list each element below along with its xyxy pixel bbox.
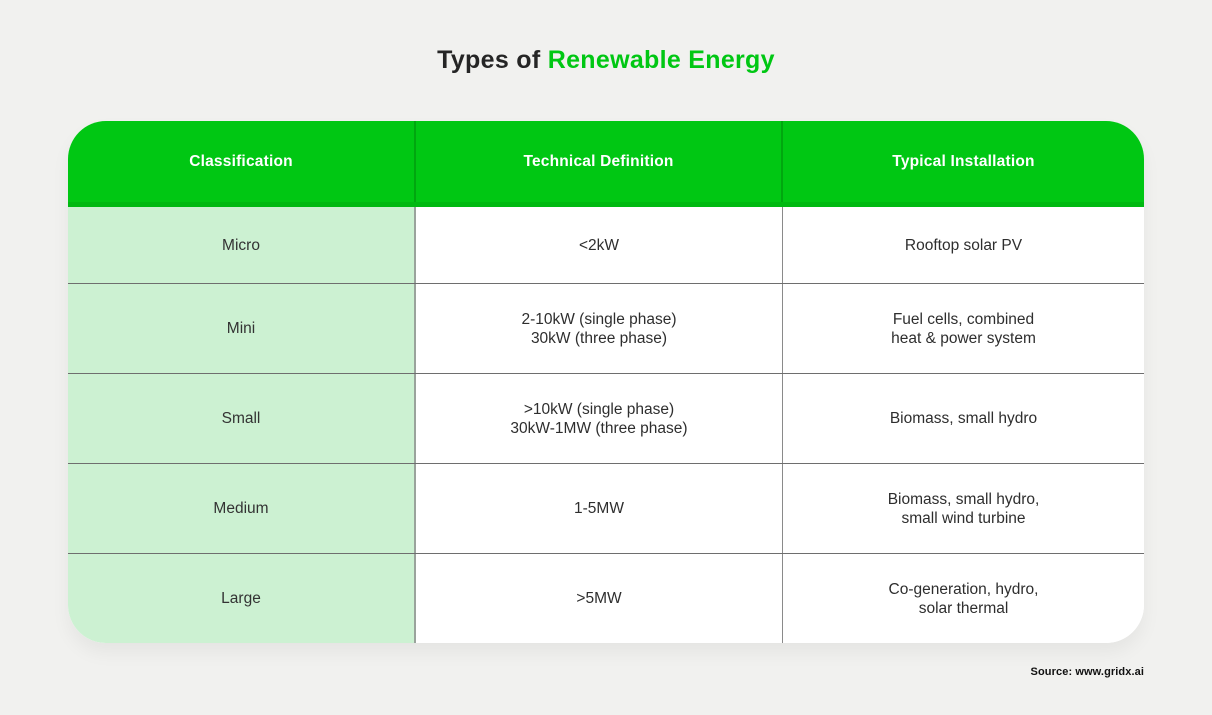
cell-typical-installation: Biomass, small hydro xyxy=(783,374,1144,463)
cell-line: Fuel cells, combined xyxy=(892,310,1035,328)
cell-typical-installation: Fuel cells, combined heat & power system xyxy=(783,284,1144,373)
header-classification: Classification xyxy=(68,121,416,202)
cell-line: 1-5MW xyxy=(574,500,624,517)
cell-line: Large xyxy=(221,590,261,607)
cell-classification: Medium xyxy=(68,464,416,553)
cell-technical-definition: 1-5MW xyxy=(416,464,783,553)
cell-line: Rooftop solar PV xyxy=(904,236,1023,254)
cell-line: Biomass, small hydro, xyxy=(887,490,1040,508)
cell-line: small wind turbine xyxy=(901,509,1026,527)
table-body: Micro <2kW Rooftop solar PV Mini 2-10kW (sin… xyxy=(68,207,1144,643)
cell-technical-definition: <2kW xyxy=(416,207,783,283)
renewable-energy-table: Classification Technical Definition Typi… xyxy=(68,121,1144,643)
cell-line: 30kW (three phase) xyxy=(530,329,668,347)
table-row: Small >10kW (single phase) 30kW-1MW (three… xyxy=(68,373,1144,463)
cell-line: 2-10kW (single phase) xyxy=(521,310,677,328)
cell-typical-installation: Co-generation, hydro, solar thermal xyxy=(783,554,1144,643)
cell-line: <2kW xyxy=(578,236,620,254)
cell-technical-definition: >10kW (single phase) 30kW-1MW (three phas… xyxy=(416,374,783,463)
cell-typical-installation: Rooftop solar PV xyxy=(783,207,1144,283)
source-attribution: Source: www.gridx.ai xyxy=(1030,666,1144,678)
cell-classification: Small xyxy=(68,374,416,463)
cell-typical-installation: Biomass, small hydro, small wind turbine xyxy=(783,464,1144,553)
cell-line: heat & power system xyxy=(891,329,1036,347)
cell-classification: Mini xyxy=(68,284,416,373)
cell-line: solar thermal xyxy=(918,599,1009,617)
cell-line: Micro xyxy=(222,236,260,254)
cell-line: 30kW-1MW (three phase) xyxy=(510,419,688,437)
cell-line: Co-generation, hydro, xyxy=(888,580,1039,598)
cell-line: >5MW xyxy=(576,590,622,607)
cell-technical-definition: >5MW xyxy=(416,554,783,643)
cell-line: Mini xyxy=(226,320,256,337)
table-row: Micro <2kW Rooftop solar PV xyxy=(68,207,1144,283)
title-prefix: Types of xyxy=(437,46,548,74)
title-highlight: Renewable Energy xyxy=(547,46,775,74)
cell-technical-definition: 2-10kW (single phase) 30kW (three phase) xyxy=(416,284,783,373)
header-technical-definition: Technical Definition xyxy=(416,121,783,202)
cell-line: Small xyxy=(221,410,261,427)
table-row: Mini 2-10kW (single phase) 30kW (three pha… xyxy=(68,283,1144,373)
table-row: Large >5MW Co-generation, hydro, solar ther… xyxy=(68,553,1144,643)
cell-line: Biomass, small hydro xyxy=(889,410,1038,427)
table-header-row: Classification Technical Definition Typi… xyxy=(68,121,1144,207)
cell-line: Medium xyxy=(213,500,269,517)
page-title: Types of Renewable Energy xyxy=(0,46,1212,75)
cell-classification: Large xyxy=(68,554,416,643)
cell-line: >10kW (single phase) xyxy=(523,400,675,418)
cell-classification: Micro xyxy=(68,207,416,283)
header-typical-installation: Typical Installation xyxy=(892,152,1035,170)
table-row: Medium 1-5MW Biomass, small hydro, small wi… xyxy=(68,463,1144,553)
